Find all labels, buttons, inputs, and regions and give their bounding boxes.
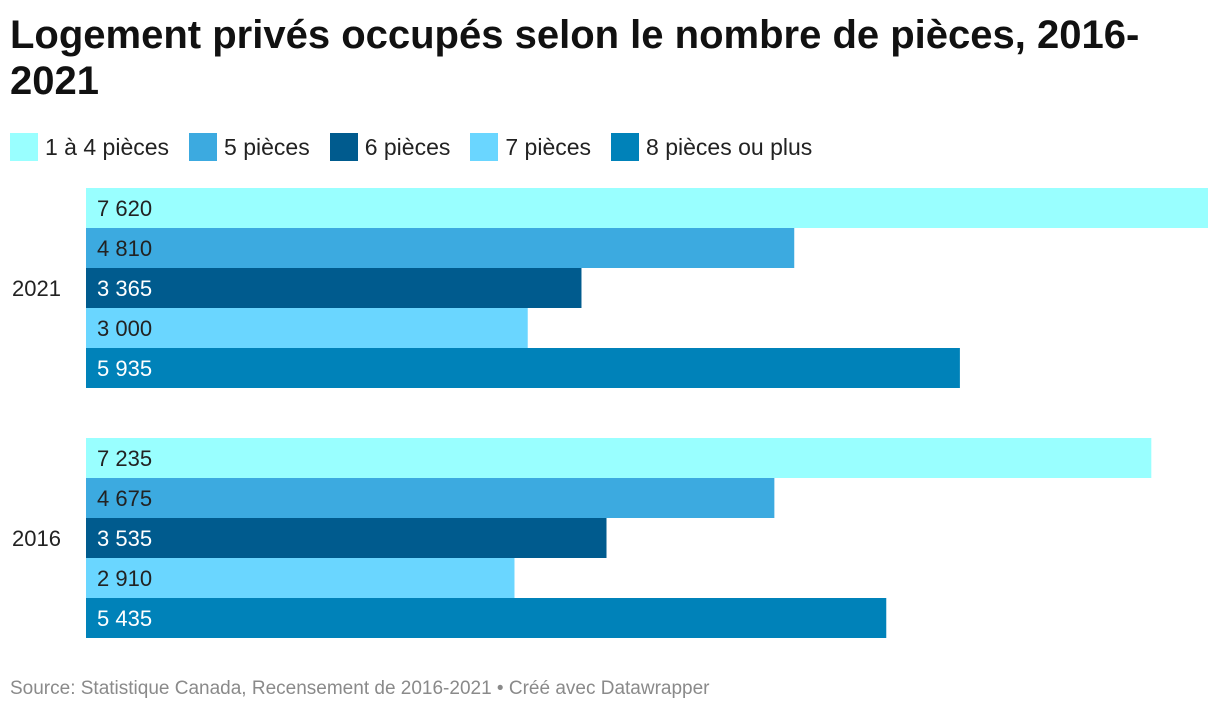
legend-label: 5 pièces [224,133,310,160]
legend-swatch [189,133,218,161]
bar-value-label: 5 435 [97,606,152,631]
bar [86,268,582,308]
bar-value-label: 3 365 [97,276,152,301]
bar [86,228,795,268]
bar [86,478,775,518]
legend-swatch [10,133,38,161]
legend-item: 1 à 4 pièces [10,133,169,161]
bar [86,598,887,638]
legend-item: 5 pièces [189,133,310,161]
legend-item: 8 pièces ou plus [611,133,812,161]
bar-value-label: 2 910 [97,566,152,591]
legend-label: 8 pièces ou plus [646,133,813,160]
legend-swatch [329,133,358,161]
legend-label: 7 pièces [505,133,592,160]
legend-item: 6 pièces [329,133,451,161]
bar-value-label: 5 935 [97,356,152,381]
chart-title: Logement privés occupés selon le nombre … [10,13,1140,103]
legend-label: 6 pièces [364,133,451,160]
bar-value-label: 7 235 [97,446,152,471]
bar-value-label: 3 000 [97,316,152,341]
category-label: 2021 [12,276,61,301]
bar [86,518,607,558]
bar-value-label: 7 620 [97,196,152,221]
bar [86,188,1208,228]
source-footer: Source: Statistique Canada, Recensement … [10,678,710,699]
category-label: 2016 [12,526,61,551]
legend-label: 1 à 4 pièces [45,133,170,160]
chart-legend: 1 à 4 pièces 5 pièces 6 pièces 7 pièces 8 pi… [10,132,832,162]
bar [86,438,1152,478]
bar-value-label: 4 810 [97,236,152,261]
legend-swatch [611,133,640,161]
legend-item: 7 pièces [470,133,591,161]
legend-swatch [470,133,499,161]
bar [86,308,528,348]
bar [86,348,960,388]
bar-value-label: 4 675 [97,486,152,511]
bar [86,558,515,598]
bar-value-label: 3 535 [97,526,152,551]
